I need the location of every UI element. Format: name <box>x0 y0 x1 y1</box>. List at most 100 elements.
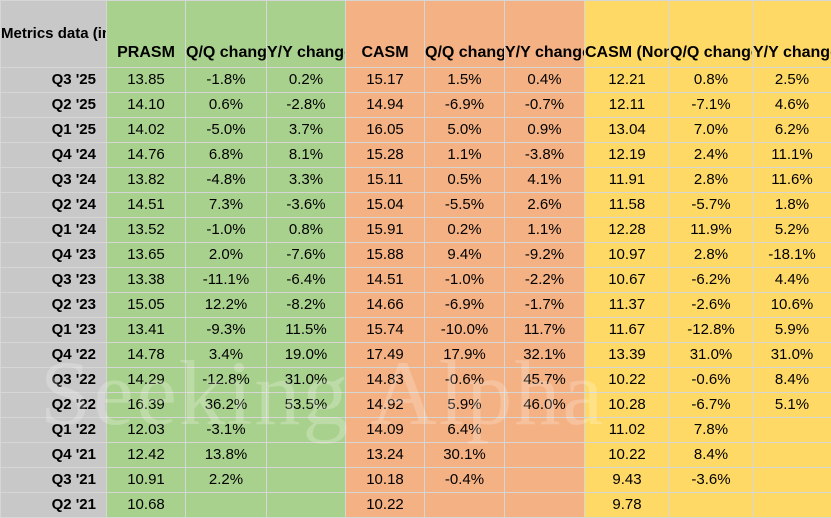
cell-casm-qq: -6.9% <box>425 293 505 318</box>
cell-prasm: 14.76 <box>107 143 186 168</box>
cell-casm-non-gaap: 10.97 <box>585 243 670 268</box>
cell-casm-non-gaap-qq: -2.6% <box>670 293 753 318</box>
cell-casm-non-gaap-qq: 0.8% <box>670 68 753 93</box>
cell-casm-yy <box>505 443 585 468</box>
cell-casm-yy: 4.1% <box>505 168 585 193</box>
header-row: Metrics data (in cents) PRASM Q/Q change… <box>1 1 831 68</box>
cell-casm-qq: 30.1% <box>425 443 505 468</box>
cell-prasm-yy: 53.5% <box>267 393 346 418</box>
cell-casm-qq: -6.9% <box>425 93 505 118</box>
cell-casm-non-gaap: 11.67 <box>585 318 670 343</box>
cell-prasm-qq <box>186 493 267 518</box>
row-label: Q2 '21 <box>1 493 107 518</box>
cell-prasm: 13.65 <box>107 243 186 268</box>
cell-casm-non-gaap-yy: -18.1% <box>753 243 831 268</box>
cell-casm: 17.49 <box>346 343 425 368</box>
cell-casm-non-gaap: 11.02 <box>585 418 670 443</box>
cell-casm-non-gaap: 11.37 <box>585 293 670 318</box>
cell-prasm: 14.02 <box>107 118 186 143</box>
row-label: Q3 '22 <box>1 368 107 393</box>
row-label: Q1 '25 <box>1 118 107 143</box>
header-casm-non-gaap: CASM (Non-GAAP) <box>585 1 670 68</box>
cell-casm-non-gaap-qq: -0.6% <box>670 368 753 393</box>
cell-prasm-yy: -6.4% <box>267 268 346 293</box>
cell-casm: 10.18 <box>346 468 425 493</box>
cell-casm: 15.91 <box>346 218 425 243</box>
cell-casm-yy: -1.7% <box>505 293 585 318</box>
cell-casm-yy <box>505 468 585 493</box>
cell-casm: 15.28 <box>346 143 425 168</box>
cell-casm-non-gaap-qq <box>670 493 753 518</box>
cell-prasm: 13.82 <box>107 168 186 193</box>
header-casm: CASM <box>346 1 425 68</box>
cell-prasm-yy <box>267 418 346 443</box>
cell-casm-non-gaap-qq: 31.0% <box>670 343 753 368</box>
header-casm-non-gaap-qq: Q/Q change <box>670 1 753 68</box>
cell-casm-yy <box>505 493 585 518</box>
cell-prasm-yy: 19.0% <box>267 343 346 368</box>
cell-casm: 15.88 <box>346 243 425 268</box>
row-label: Q3 '24 <box>1 168 107 193</box>
cell-casm-non-gaap: 13.39 <box>585 343 670 368</box>
cell-casm-non-gaap: 9.43 <box>585 468 670 493</box>
cell-prasm: 12.03 <box>107 418 186 443</box>
cell-prasm-yy <box>267 468 346 493</box>
cell-prasm-yy: -3.6% <box>267 193 346 218</box>
cell-casm-qq: 9.4% <box>425 243 505 268</box>
cell-casm-non-gaap-qq: -3.6% <box>670 468 753 493</box>
cell-casm-non-gaap-yy <box>753 443 831 468</box>
cell-prasm: 13.41 <box>107 318 186 343</box>
cell-casm: 14.09 <box>346 418 425 443</box>
cell-prasm-qq: 6.8% <box>186 143 267 168</box>
cell-casm-qq: 0.5% <box>425 168 505 193</box>
cell-prasm: 13.38 <box>107 268 186 293</box>
cell-casm: 10.22 <box>346 493 425 518</box>
cell-casm-qq: -0.6% <box>425 368 505 393</box>
cell-prasm-yy: -2.8% <box>267 93 346 118</box>
cell-casm-yy <box>505 418 585 443</box>
cell-prasm-yy: 8.1% <box>267 143 346 168</box>
cell-casm-non-gaap-yy: 5.1% <box>753 393 831 418</box>
cell-casm-qq: -1.0% <box>425 268 505 293</box>
cell-casm-qq: 5.9% <box>425 393 505 418</box>
cell-casm-non-gaap-yy: 5.9% <box>753 318 831 343</box>
cell-prasm-qq: -11.1% <box>186 268 267 293</box>
cell-prasm-yy <box>267 493 346 518</box>
cell-casm-non-gaap-qq: 8.4% <box>670 443 753 468</box>
cell-prasm-yy: 31.0% <box>267 368 346 393</box>
cell-prasm: 10.68 <box>107 493 186 518</box>
cell-casm-non-gaap: 10.28 <box>585 393 670 418</box>
cell-casm-non-gaap-yy: 10.6% <box>753 293 831 318</box>
cell-prasm-qq: -5.0% <box>186 118 267 143</box>
header-metrics-label: Metrics data (in cents) <box>1 1 107 68</box>
cell-casm-non-gaap: 13.04 <box>585 118 670 143</box>
cell-casm-non-gaap: 12.21 <box>585 68 670 93</box>
row-label: Q2 '25 <box>1 93 107 118</box>
cell-casm-non-gaap-yy: 11.6% <box>753 168 831 193</box>
cell-casm-qq: 5.0% <box>425 118 505 143</box>
header-casm-non-gaap-yy: Y/Y change <box>753 1 831 68</box>
row-label: Q1 '22 <box>1 418 107 443</box>
header-casm-yy: Y/Y change <box>505 1 585 68</box>
cell-casm-non-gaap-qq: -5.7% <box>670 193 753 218</box>
cell-casm-non-gaap-yy <box>753 418 831 443</box>
cell-casm-yy: 11.7% <box>505 318 585 343</box>
cell-prasm-yy: 0.2% <box>267 68 346 93</box>
cell-casm-non-gaap-yy: 1.8% <box>753 193 831 218</box>
cell-casm-qq: 1.5% <box>425 68 505 93</box>
cell-prasm-qq: 2.2% <box>186 468 267 493</box>
cell-prasm-qq: -1.8% <box>186 68 267 93</box>
cell-prasm: 15.05 <box>107 293 186 318</box>
cell-casm-qq: -5.5% <box>425 193 505 218</box>
cell-prasm-yy <box>267 443 346 468</box>
cell-casm-yy: -3.8% <box>505 143 585 168</box>
